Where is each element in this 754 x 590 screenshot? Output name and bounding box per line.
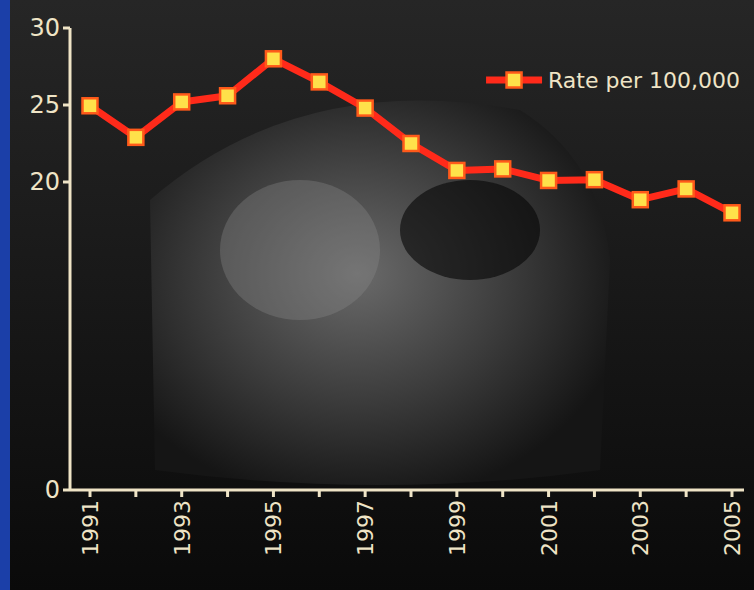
marker bbox=[266, 51, 281, 66]
x-tick bbox=[89, 490, 92, 497]
background bbox=[0, 0, 754, 590]
x-tick-label: 2001 bbox=[537, 500, 562, 556]
marker bbox=[541, 173, 556, 188]
side-strip bbox=[0, 0, 10, 590]
marker bbox=[312, 74, 327, 89]
y-tick-label: 30 bbox=[29, 14, 60, 42]
marker bbox=[679, 181, 694, 196]
y-tick bbox=[63, 104, 70, 107]
x-tick bbox=[639, 490, 642, 497]
y-tick-label: 25 bbox=[29, 91, 60, 119]
x-tick bbox=[272, 490, 275, 497]
y-tick bbox=[63, 27, 70, 30]
y-tick-label: 0 bbox=[45, 476, 60, 504]
x-tick bbox=[455, 490, 458, 497]
x-tick-label: 2005 bbox=[720, 500, 745, 556]
marker bbox=[358, 101, 373, 116]
y-axis bbox=[69, 28, 72, 490]
chart: 0 20 25 30 1991 1993 1995 1997 1999 2001 2003 2005 R… bbox=[0, 0, 754, 590]
plot-area bbox=[83, 51, 740, 220]
legend-label: Rate per 100,000 bbox=[548, 68, 740, 93]
x-tick bbox=[180, 490, 183, 497]
x-tick bbox=[134, 490, 137, 497]
x-tick bbox=[731, 490, 734, 497]
x-tick bbox=[593, 490, 596, 497]
x-tick bbox=[318, 490, 321, 497]
marker bbox=[725, 205, 740, 220]
x-tick bbox=[226, 490, 229, 497]
y-tick-label: 20 bbox=[29, 168, 60, 196]
x-tick-label: 1995 bbox=[261, 500, 286, 556]
x-tick-label: 1999 bbox=[445, 500, 470, 556]
x-tick bbox=[501, 490, 504, 497]
x-axis bbox=[70, 489, 744, 492]
y-tick bbox=[63, 489, 70, 492]
legend: Rate per 100,000 bbox=[486, 68, 740, 93]
x-tick-label: 1993 bbox=[170, 500, 195, 556]
marker bbox=[587, 172, 602, 187]
marker bbox=[128, 130, 143, 145]
y-tick bbox=[63, 181, 70, 184]
x-tick bbox=[364, 490, 367, 497]
marker bbox=[174, 94, 189, 109]
x-tick bbox=[547, 490, 550, 497]
marker bbox=[449, 163, 464, 178]
marker bbox=[83, 98, 98, 113]
marker bbox=[404, 136, 419, 151]
background-image bbox=[220, 180, 380, 320]
marker bbox=[220, 88, 235, 103]
marker bbox=[633, 192, 648, 207]
x-tick bbox=[410, 490, 413, 497]
background-image bbox=[150, 101, 610, 485]
legend-marker bbox=[507, 73, 522, 88]
x-tick-label: 1997 bbox=[353, 500, 378, 556]
x-tick-label: 2003 bbox=[628, 500, 653, 556]
marker bbox=[495, 161, 510, 176]
x-tick-label: 1991 bbox=[78, 500, 103, 556]
x-tick bbox=[685, 490, 688, 497]
background-image bbox=[400, 180, 540, 280]
